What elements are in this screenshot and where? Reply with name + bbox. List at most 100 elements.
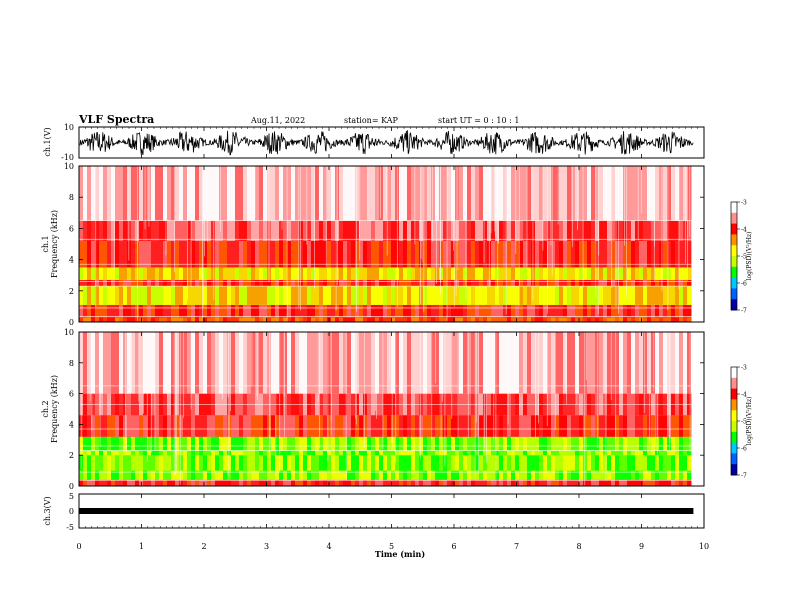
spectrogram-streak [515,166,517,254]
spectrogram-cell [331,436,335,451]
spectrogram-cell [639,220,643,241]
spectrogram-cell [559,304,563,318]
spectrogram-streak [518,166,520,306]
spectrogram-cell [539,304,543,318]
spectrogram-cell [543,455,547,471]
spectrogram-streak [143,332,144,414]
spectrogram-cell [143,304,147,318]
spectrogram-cell [435,286,439,305]
spectrogram-cell [403,436,407,451]
spectrogram-cell [599,166,603,221]
spectrogram-streak [557,166,559,225]
spectrogram-cell [171,166,175,221]
spectrogram-cell [383,450,387,456]
colorbar-segment [731,291,737,295]
spectrogram-cell [427,286,431,305]
colorbar-segment [731,202,737,206]
spectrogram-cell [151,479,155,486]
colorbar-segment [731,450,737,454]
spectrogram-cell [491,479,495,486]
spectrogram-streak [359,166,361,261]
colorbar-tick-label: -4 [741,227,747,234]
spectrogram-cell [219,240,223,268]
spectrogram-cell [295,479,299,486]
colorbar-segment [731,296,737,300]
spectrogram-cell [311,332,315,394]
spectrogram-streak [577,166,578,231]
spectrogram-cell [131,220,135,241]
spectrogram-cell [507,332,511,394]
spectrogram-cell [171,317,175,322]
spectrogram-cell [471,332,475,394]
spectrogram-cell [667,304,671,318]
spectrogram-streak [505,166,507,315]
spectrogram-cell [523,240,527,268]
spectrogram-cell [263,455,267,471]
spectrogram-cell [571,220,575,241]
spectrogram-streak [689,166,691,238]
spectrogram-cell [331,317,335,322]
frequency-tick-label: 10 [64,162,74,171]
spectrogram-cell [379,332,383,394]
spectrogram-cell [179,415,183,437]
spectrogram-cell [199,317,203,322]
spectrogram-cell [207,455,211,471]
spectrogram-cell [451,450,455,456]
spectrogram-cell [671,455,675,471]
spectrogram-cell [463,286,467,305]
spectrogram-cell [419,332,423,394]
spectrogram-cell [555,479,559,486]
spectrogram-cell [223,240,227,268]
spectrogram-cell [107,220,111,241]
spectrogram-cell [323,479,327,486]
spectrogram-cell [615,240,619,268]
spectrogram-cell [499,479,503,486]
spectrogram-cell [99,450,103,456]
spectrogram-cell [183,455,187,471]
spectrogram-cell [375,415,379,437]
spectrogram-cell [215,455,219,471]
spectrogram-cell [83,279,87,287]
spectrogram-cell [339,479,343,486]
spectrogram-cell [263,415,267,437]
spectrogram-cell [347,220,351,241]
spectrogram-cell [431,455,435,471]
ch1-colorbar-label: log(PSD)(V²/Hz) [746,232,753,281]
spectrogram-cell [419,450,423,456]
spectrogram-streak [597,332,599,448]
spectrogram-cell [523,279,527,287]
spectrogram-cell [119,286,123,305]
spectrogram-cell [511,240,515,268]
spectrogram-cell [415,304,419,318]
spectrogram-cell [183,220,187,241]
spectrogram-cell [239,470,243,480]
spectrogram-cell [207,304,211,318]
spectrogram-cell [399,436,403,451]
spectrogram-cell [627,267,631,280]
spectrogram-cell [191,455,195,471]
spectrogram-cell [383,267,387,280]
spectrogram-streak [483,166,485,263]
spectrogram-cell [519,240,523,268]
spectrogram-cell [507,470,511,480]
spectrogram-cell [311,304,315,318]
spectrogram-cell [487,332,491,394]
spectrogram-cell [451,267,455,280]
spectrogram-cell [575,279,579,287]
spectrogram-cell [459,436,463,451]
spectrogram-cell [247,479,251,486]
ch1-ylabel: ch.1(V) [43,127,52,156]
frequency-tick-label: 2 [69,451,74,460]
spectrogram-cell [99,267,103,280]
spectrogram-cell [211,450,215,456]
spectrogram-cell [307,317,311,322]
spectrogram-cell [155,450,159,456]
spectrogram-cell [207,267,211,280]
spectrogram-cell [495,332,499,394]
spectrogram-streak [550,166,552,246]
spectrogram-cell [339,220,343,241]
spectrogram-cell [531,436,535,451]
spectrogram-cell [323,286,327,305]
spectrogram-cell [375,317,379,322]
spectrogram-cell [371,286,375,305]
